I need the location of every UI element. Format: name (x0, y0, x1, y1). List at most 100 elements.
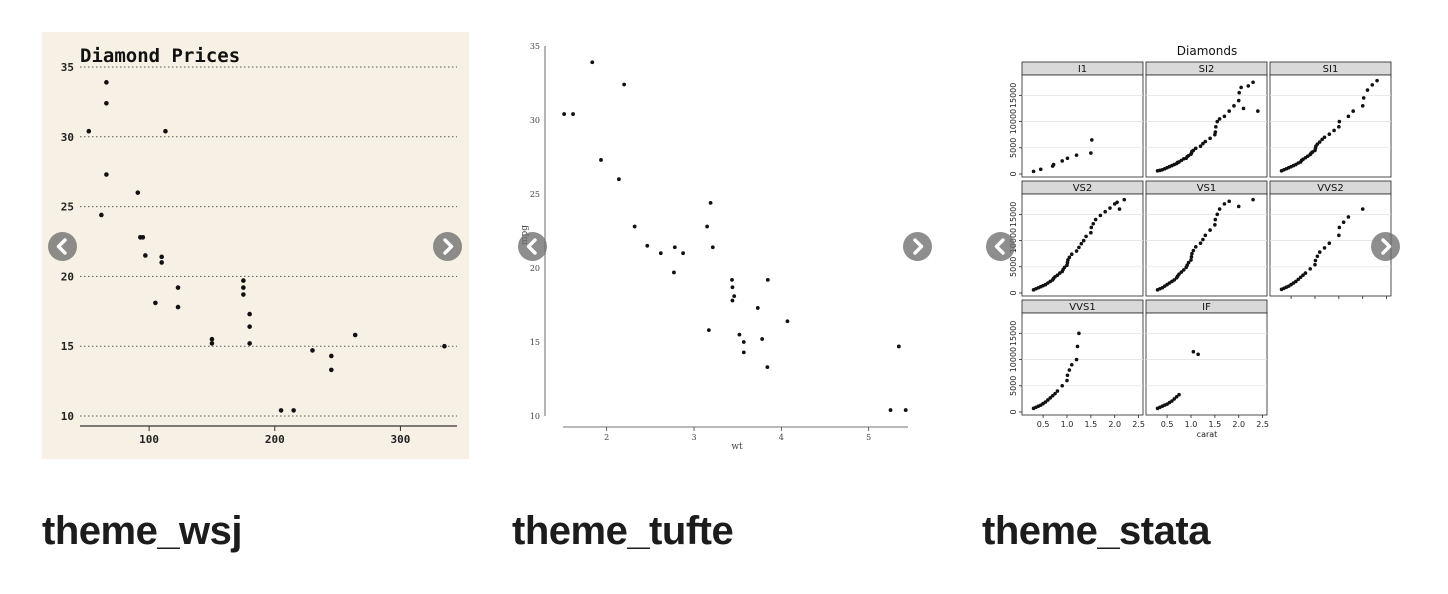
data-point (329, 367, 334, 373)
data-point (1172, 397, 1177, 401)
data-point (247, 341, 252, 346)
data-point (632, 224, 637, 229)
data-point (140, 235, 146, 240)
y-tick-label: 15000 (1009, 83, 1018, 108)
facet-strip-label: SI2 (1199, 64, 1215, 75)
data-point (1177, 272, 1181, 276)
x-tick-label: 2 (604, 433, 609, 442)
data-point (1320, 137, 1324, 142)
data-point (1222, 202, 1227, 206)
data-point (1239, 85, 1243, 90)
facet-panel: SI1 (1269, 61, 1392, 178)
data-point (1313, 262, 1317, 267)
data-point (1074, 249, 1079, 253)
data-point (1317, 250, 1322, 254)
stata-chart-card: Diamonds I1 0 5000 10000 15000 SI2 SI1 VS2 0 5000 1… (982, 32, 1409, 459)
data-point (903, 408, 908, 412)
data-point (310, 348, 315, 353)
data-point (1256, 109, 1260, 113)
data-point (1122, 197, 1127, 202)
data-point (1075, 344, 1080, 349)
data-point (1337, 125, 1341, 129)
data-point (1074, 357, 1079, 362)
y-tick-label: 15 (530, 338, 540, 347)
data-point (765, 277, 770, 282)
data-point (732, 294, 737, 299)
y-tick-label: 25 (530, 190, 540, 199)
data-point (1337, 233, 1341, 238)
data-point (1191, 248, 1196, 253)
data-point (1077, 245, 1081, 250)
data-point (1313, 258, 1318, 263)
data-point (159, 254, 164, 260)
data-point (1296, 277, 1301, 282)
data-point (135, 190, 141, 195)
facet-panel: SI2 (1145, 61, 1268, 178)
data-point (1241, 106, 1246, 111)
data-point (104, 80, 109, 85)
data-point (442, 343, 447, 349)
y-tick-label: 10000 (1009, 347, 1018, 372)
data-point (1341, 220, 1346, 225)
data-point (681, 251, 685, 256)
data-point (1301, 273, 1305, 277)
data-point (1315, 254, 1320, 259)
x-tick-label: 1.5 (1208, 420, 1221, 429)
data-point (1298, 275, 1303, 280)
data-point (1201, 237, 1205, 242)
y-tick-label: 10 (61, 410, 74, 423)
wsj-next-button[interactable] (433, 232, 462, 261)
x-tick-label: 2.0 (1108, 420, 1121, 429)
data-point (571, 112, 575, 116)
data-point (352, 332, 358, 338)
data-point (1365, 88, 1370, 92)
data-point (1294, 279, 1298, 284)
stata-next-button[interactable] (1371, 232, 1400, 261)
chevron-right-icon (913, 238, 924, 255)
data-point (241, 285, 246, 290)
data-point (1215, 212, 1220, 217)
y-tick-label: 5000 (1009, 257, 1018, 277)
chart-title: Diamond Prices (80, 45, 240, 67)
data-point (1115, 200, 1119, 205)
y-tick-label: 0 (1009, 290, 1018, 295)
y-tick-label: 35 (530, 42, 540, 51)
data-point (1213, 223, 1217, 227)
data-point (1375, 78, 1379, 83)
data-point (1208, 228, 1212, 232)
data-point (1103, 209, 1107, 214)
tufte-prev-button[interactable] (518, 232, 547, 261)
tufte-next-button[interactable] (903, 232, 932, 261)
data-point (1074, 153, 1079, 157)
data-point (1055, 273, 1060, 277)
tufte-caption: theme_tufte (512, 509, 734, 553)
data-point (1177, 392, 1181, 397)
wsj-prev-button[interactable] (48, 232, 77, 261)
chevron-left-icon (526, 238, 537, 255)
facet-plot-area (1269, 74, 1392, 178)
data-point (785, 319, 790, 324)
data-point (705, 224, 710, 229)
data-point (291, 408, 296, 413)
data-point (1190, 251, 1194, 256)
y-tick-label: 25 (61, 201, 74, 214)
y-tick-label: 0 (1009, 409, 1018, 414)
data-point (209, 336, 215, 342)
data-point (1186, 260, 1191, 265)
data-point (1093, 217, 1098, 222)
data-point (1222, 114, 1227, 119)
data-point (1370, 83, 1375, 87)
data-point (1251, 80, 1255, 85)
data-point (1322, 135, 1327, 140)
y-tick-label: 20 (530, 264, 540, 273)
data-point (1191, 349, 1196, 354)
stata-caption: theme_stata (982, 509, 1210, 553)
y-tick-label: 35 (61, 61, 74, 74)
data-point (765, 365, 770, 370)
data-point (1217, 207, 1222, 211)
data-point (730, 285, 735, 290)
facet-strip-label: SI1 (1323, 64, 1339, 75)
stata-prev-button[interactable] (986, 232, 1015, 261)
